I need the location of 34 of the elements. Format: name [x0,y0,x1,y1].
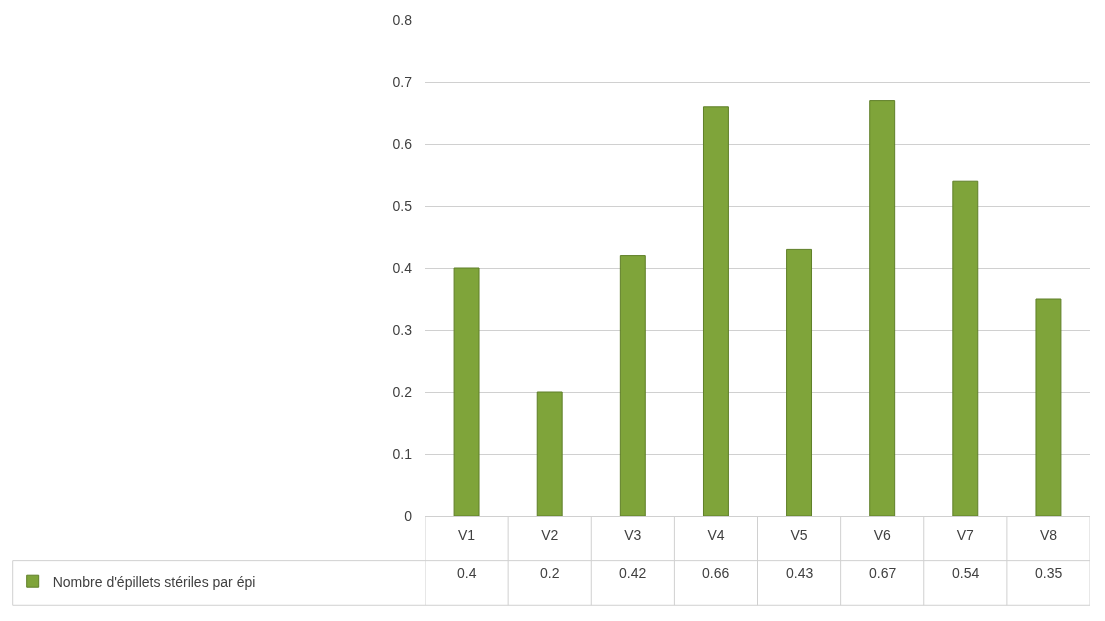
x-tick-label: V3 [624,526,642,543]
data-label: 0.4 [457,565,477,581]
data-label: 0.43 [786,565,814,581]
y-tick-label: 0.4 [392,259,413,276]
x-tick-label: V8 [1039,526,1058,543]
bar [786,248,813,516]
y-tick-label: 0.8 [392,11,413,28]
x-tick-label: V1 [458,526,476,543]
data-label: 0.35 [1035,565,1063,581]
bar [619,255,646,516]
x-tick-label: V5 [790,526,808,543]
data-label: 0.42 [619,565,647,581]
y-tick-label: 0.1 [392,445,413,462]
y-tick-label: 0.6 [392,135,413,152]
y-tick-label: 0.3 [392,321,413,338]
y-tick-label: 0.7 [392,73,413,90]
x-tick-label: V6 [873,526,891,543]
y-tick-label: 0.2 [392,383,413,400]
x-tick-label: V4 [707,526,725,543]
bar [453,267,480,516]
bar [952,180,979,516]
y-tick-label: 0.5 [392,197,413,214]
data-label: 0.67 [869,565,897,581]
bar [1035,298,1062,516]
y-tick-label: 0 [404,507,413,524]
x-tick-label: V7 [956,526,975,543]
bar [702,106,729,516]
bar [536,391,563,516]
data-label: 0.2 [540,565,560,581]
legend-label: Nombre d'épillets stériles par épi [52,573,256,590]
bar [869,100,896,516]
data-label: 0.54 [952,565,980,581]
data-label: 0.66 [702,565,730,581]
x-tick-label: V2 [541,526,559,543]
